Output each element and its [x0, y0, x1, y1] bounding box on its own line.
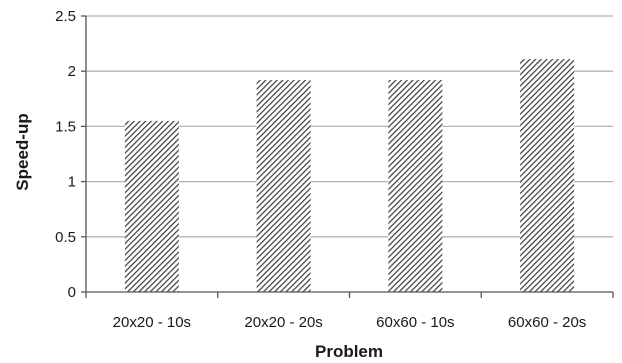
y-tick-labels: 0 0.5 1 1.5 2 2.5: [55, 8, 76, 301]
x-tick-labels: 20x20 - 10s 20x20 - 20s 60x60 - 10s 60x60 -…: [113, 314, 587, 331]
y-tick-label: 0.5: [55, 229, 76, 246]
y-tick-label: 1.5: [55, 118, 76, 135]
axes: [81, 15, 614, 298]
x-tick-label: 60x60 - 10s: [376, 314, 454, 331]
y-tick-label: 2: [68, 63, 76, 80]
bar: [520, 59, 575, 292]
y-tick-label: 0: [68, 284, 76, 301]
y-axis-title: Speed-up: [13, 113, 32, 190]
x-axis-title: Problem: [315, 342, 383, 361]
y-tick-label: 2.5: [55, 8, 76, 25]
x-tick-label: 20x20 - 10s: [113, 314, 191, 331]
y-tick-label: 1: [68, 174, 76, 191]
x-tick-label: 60x60 - 20s: [508, 314, 586, 331]
bar: [124, 120, 179, 292]
bar: [388, 80, 443, 292]
bars: [124, 59, 575, 292]
x-tick-label: 20x20 - 20s: [244, 314, 322, 331]
bar: [256, 80, 311, 292]
